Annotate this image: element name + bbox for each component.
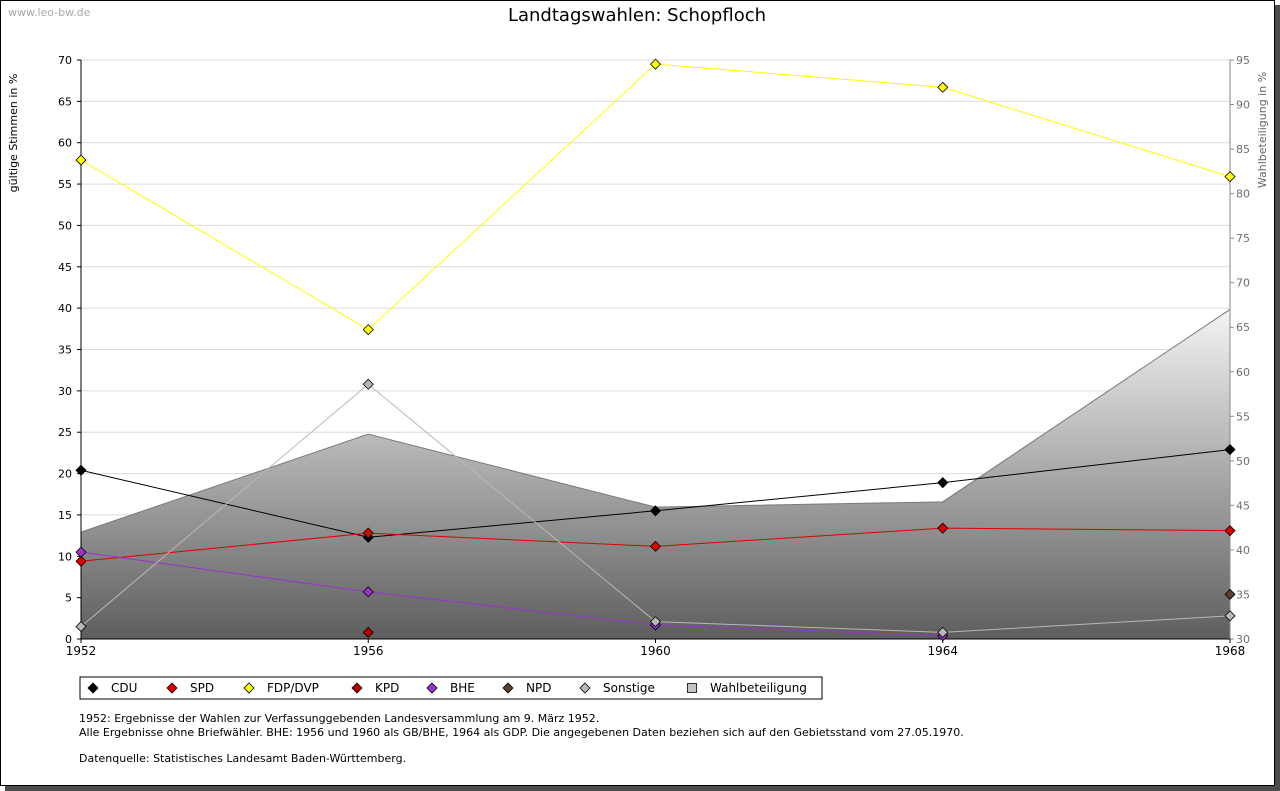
y2-tick-label: 30 xyxy=(1236,633,1250,646)
data-source: Datenquelle: Statistisches Landesamt Bad… xyxy=(79,752,407,765)
y2-tick-label: 75 xyxy=(1236,232,1250,245)
x-tick-label: 1956 xyxy=(353,644,384,658)
y2-tick-label: 40 xyxy=(1236,544,1250,557)
legend-item-cdu: CDU xyxy=(87,681,137,695)
axes: 0 5 10 15 20 25 30 35 40 45 50 55 60 65 70 30 35 40 45 50 55… xyxy=(58,54,1250,658)
data-point-npd-1968 xyxy=(1224,588,1236,600)
series-area-wahlbeteiligung xyxy=(81,309,1230,639)
data-point-fdp-dvp-1968 xyxy=(1224,171,1236,183)
series-line-fdp-dvp xyxy=(80,63,1231,331)
legend-marker xyxy=(579,682,591,694)
data-point-spd-1952 xyxy=(75,555,87,567)
data-point-sonstige-1968 xyxy=(1224,610,1236,622)
footnote-1: 1952: Ergebnisse der Wahlen zur Verfassu… xyxy=(79,712,600,725)
data-point-fdp-dvp-1960 xyxy=(649,58,662,70)
area-layer xyxy=(80,308,1231,639)
legend-item-kpd: KPD xyxy=(351,681,399,695)
y2-tick-label: 60 xyxy=(1236,366,1250,379)
y-tick-label: 30 xyxy=(58,385,72,398)
y-tick-label: 50 xyxy=(58,219,72,232)
legend-item-npd: NPD xyxy=(502,681,551,695)
legend-label: SPD xyxy=(190,681,214,695)
y2-tick-label: 70 xyxy=(1236,277,1250,290)
chart-title: Landtagswahlen: Schopfloch xyxy=(508,5,766,26)
x-tick-label: 1960 xyxy=(640,644,671,658)
y-tick-label: 25 xyxy=(58,426,72,439)
y2-tick-label: 90 xyxy=(1236,99,1250,112)
legend-label: Wahlbeteiligung xyxy=(710,681,807,695)
legend-marker xyxy=(351,682,363,694)
x-tick-label: 1968 xyxy=(1215,644,1246,658)
y-tick-label: 40 xyxy=(58,302,72,315)
legend-item-sonstige: Sonstige xyxy=(579,681,655,695)
y2-axis-title: Wahlbeteiligung in % xyxy=(1256,72,1269,188)
data-point-fdp-dvp-1952 xyxy=(75,154,87,166)
legend-marker xyxy=(87,682,99,694)
data-points xyxy=(75,58,1236,642)
y-axis-title: gültige Stimmen in % xyxy=(7,74,20,193)
legend-item-bhe: BHE xyxy=(426,681,475,695)
data-point-spd-1960 xyxy=(649,540,662,552)
legend-marker xyxy=(502,682,514,694)
data-point-sonstige-1952 xyxy=(75,621,87,633)
data-point-fdp-dvp-1956 xyxy=(362,324,374,336)
y-tick-label: 0 xyxy=(65,633,72,646)
x-tick-label: 1952 xyxy=(66,644,97,658)
legend-label: FDP/DVP xyxy=(267,681,319,695)
data-point-spd-1968 xyxy=(1224,525,1236,537)
legend-item-spd: SPD xyxy=(166,681,214,695)
y2-tick-label: 95 xyxy=(1236,54,1250,67)
legend-item-fdp-dvp: FDP/DVP xyxy=(243,681,319,695)
y2-tick-label: 85 xyxy=(1236,143,1250,156)
legend-label: CDU xyxy=(111,681,137,695)
legend-label: KPD xyxy=(375,681,399,695)
data-point-spd-1964 xyxy=(937,522,949,534)
watermark: www.leo-bw.de xyxy=(8,6,91,19)
data-point-sonstige-1956 xyxy=(362,378,374,390)
data-point-kpd-1956 xyxy=(362,626,374,638)
legend-label: BHE xyxy=(450,681,475,695)
data-point-spd-1956 xyxy=(362,527,374,539)
data-point-sonstige-1964 xyxy=(937,626,949,638)
legend-marker xyxy=(687,683,697,693)
legend-label: Sonstige xyxy=(603,681,655,695)
data-point-bhe-1956 xyxy=(362,586,374,598)
legend-marker xyxy=(243,682,255,694)
footnote-2: Alle Ergebnisse ohne Briefwähler. BHE: 1… xyxy=(79,726,964,739)
x-tick-label: 1964 xyxy=(927,644,958,658)
legend: CDU SPD FDP/DVP KPD BHE NPD Sonstige Wahlbeteil… xyxy=(79,676,823,700)
legend-box xyxy=(79,676,823,700)
data-point-fdp-dvp-1964 xyxy=(937,81,949,93)
legend-label: NPD xyxy=(526,681,551,695)
series-line-bhe xyxy=(80,551,943,637)
legend-marker xyxy=(166,682,178,694)
y-tick-label: 65 xyxy=(58,95,72,108)
y-tick-label: 45 xyxy=(58,261,72,274)
y2-tick-label: 50 xyxy=(1236,455,1250,468)
y-tick-label: 20 xyxy=(58,468,72,481)
legend-item-wahlbeteiligung: Wahlbeteiligung xyxy=(687,681,807,695)
y2-tick-label: 65 xyxy=(1236,321,1250,334)
y2-tick-label: 55 xyxy=(1236,410,1250,423)
y2-tick-label: 80 xyxy=(1236,188,1250,201)
legend-marker xyxy=(426,682,438,694)
data-point-bhe-1952 xyxy=(75,546,87,558)
y-tick-label: 55 xyxy=(58,178,72,191)
y-tick-label: 70 xyxy=(58,54,72,67)
y2-tick-label: 35 xyxy=(1236,588,1250,601)
y-tick-label: 15 xyxy=(58,509,72,522)
y-tick-label: 5 xyxy=(65,592,72,605)
y-tick-label: 10 xyxy=(58,550,72,563)
data-point-sonstige-1960 xyxy=(649,616,662,628)
data-point-cdu-1968 xyxy=(1224,444,1236,456)
y-tick-label: 35 xyxy=(58,344,72,357)
y-tick-label: 60 xyxy=(58,137,72,150)
data-point-cdu-1952 xyxy=(75,464,87,476)
y2-tick-label: 45 xyxy=(1236,499,1250,512)
data-point-cdu-1960 xyxy=(649,505,662,517)
data-point-cdu-1964 xyxy=(937,477,949,489)
